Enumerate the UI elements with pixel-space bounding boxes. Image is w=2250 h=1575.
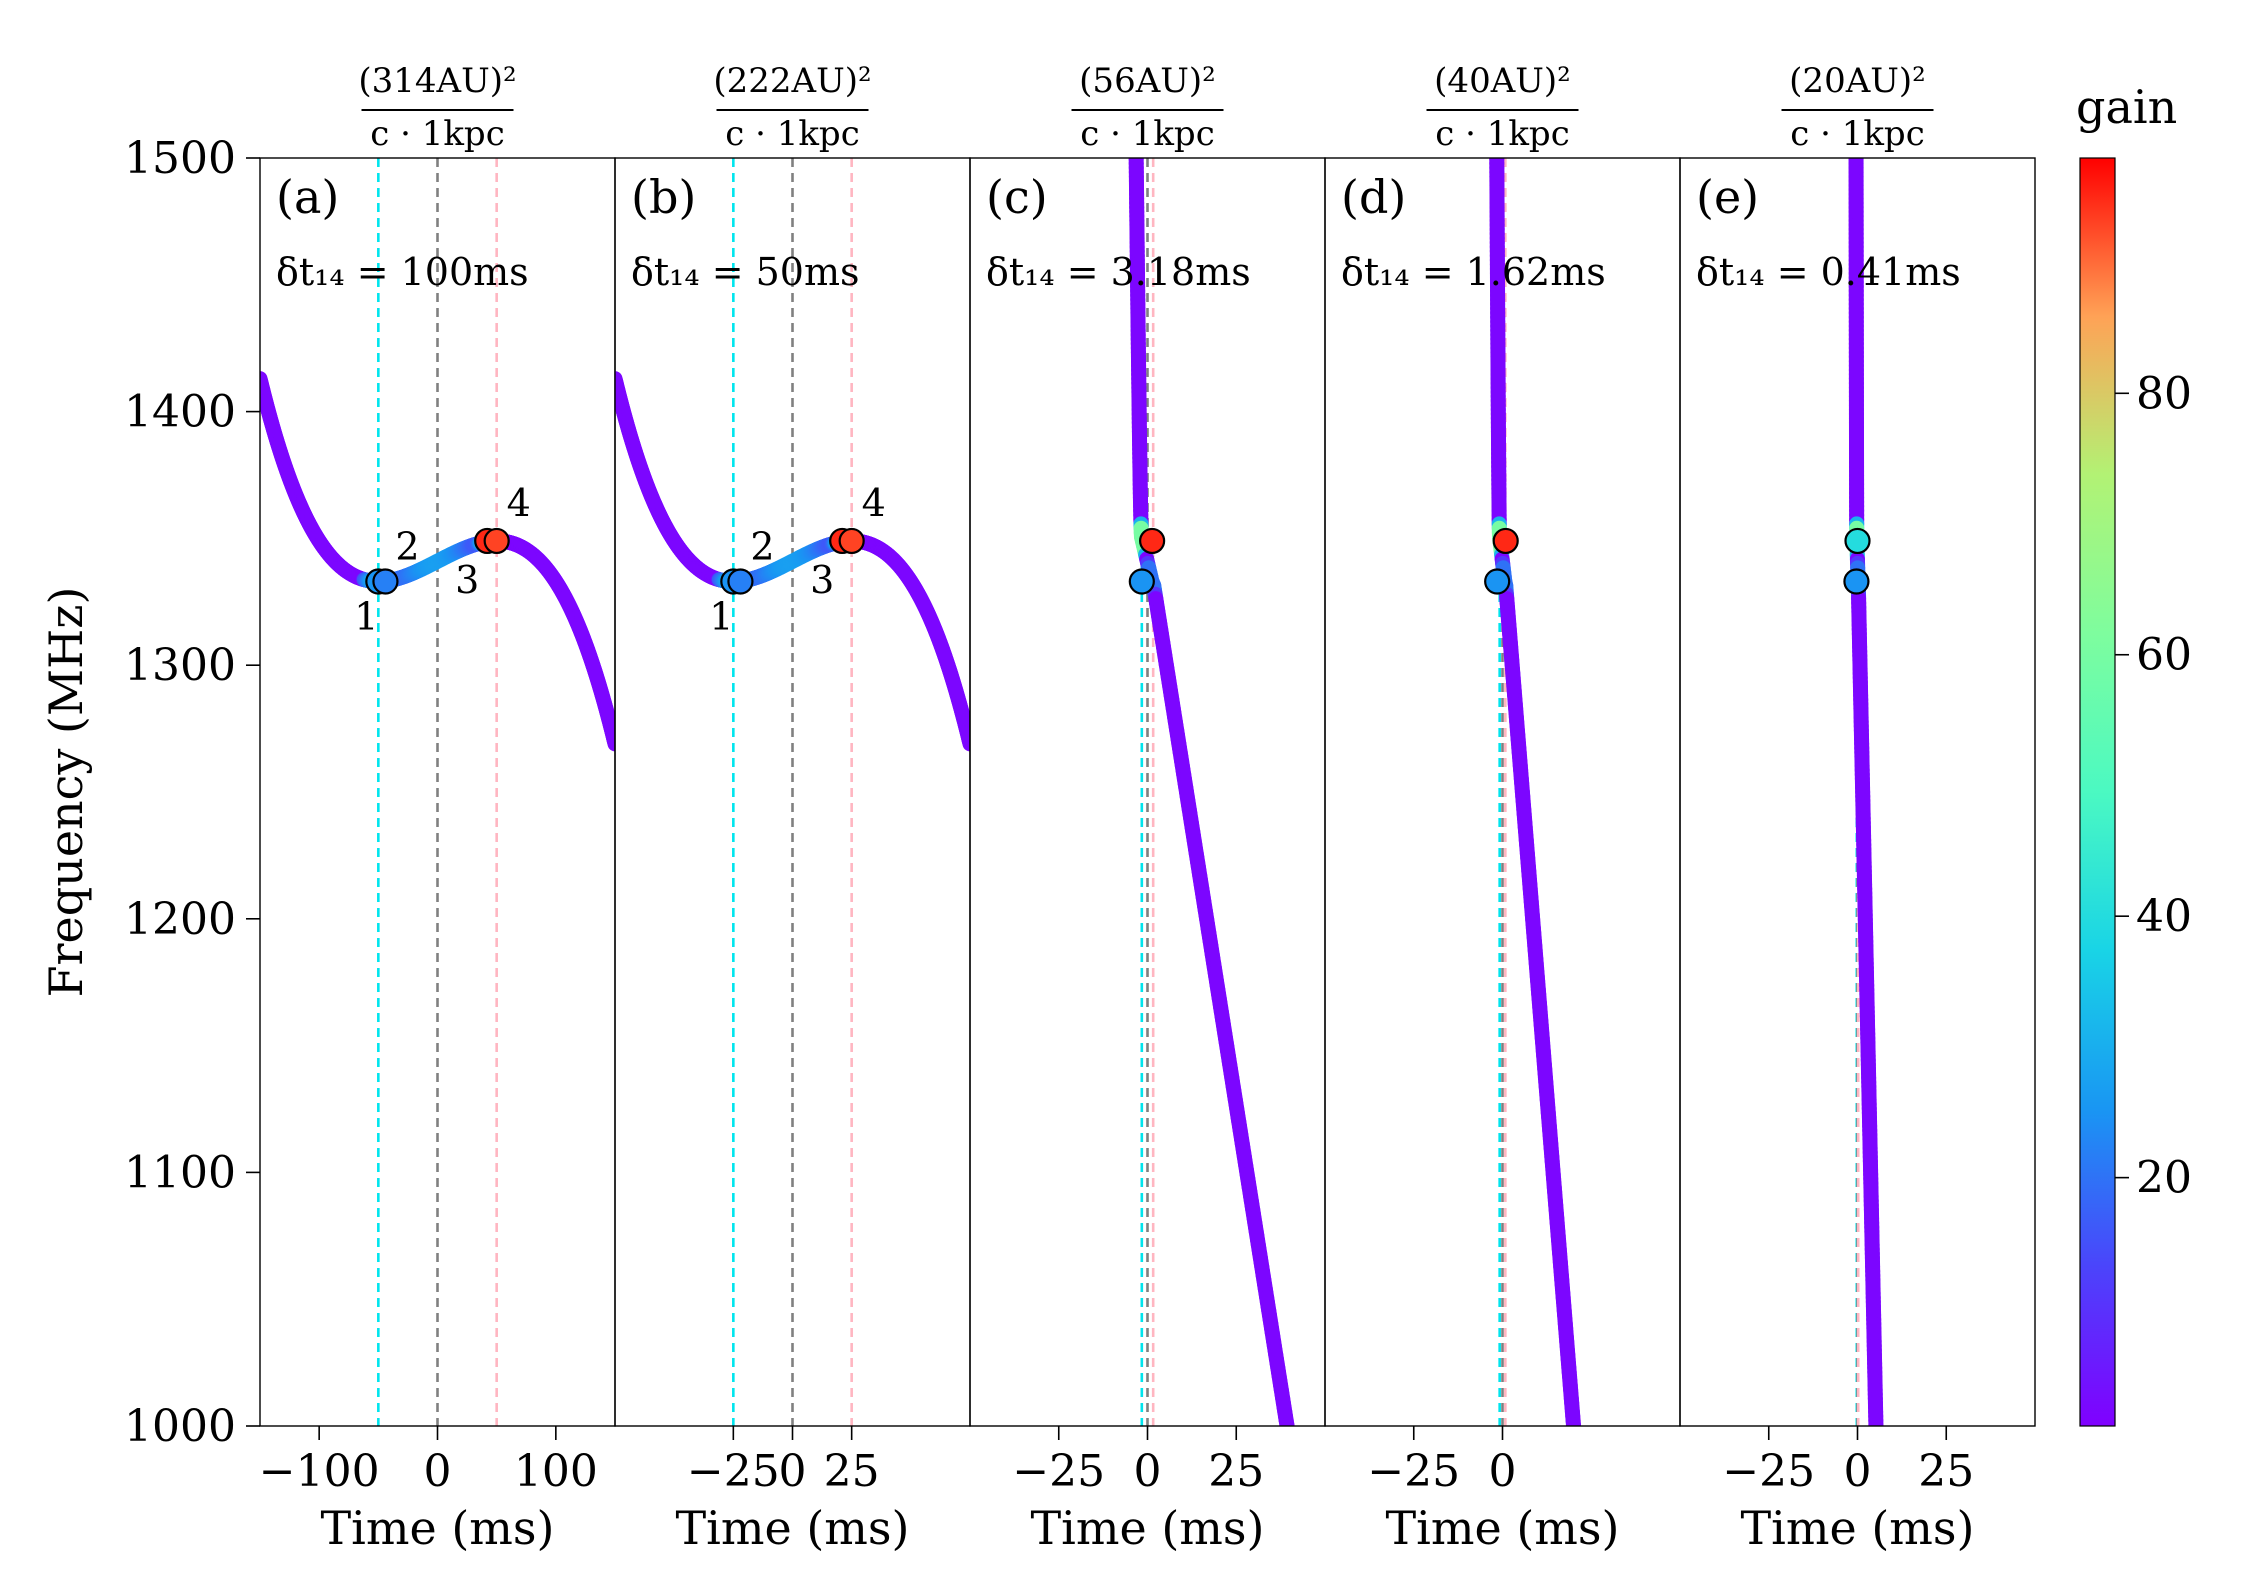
sweep-segment — [1288, 1434, 1289, 1438]
x-tick-label: −100 — [259, 1446, 380, 1497]
y-tick-label: 1300 — [124, 640, 236, 691]
header-denominator: c · 1kpc — [1080, 114, 1215, 154]
panel-plot-area — [260, 158, 615, 1426]
x-axis-label: Time (ms) — [1031, 1501, 1265, 1555]
burst-point-4 — [838, 527, 865, 555]
burst-point-2 — [372, 568, 399, 595]
burst-point-2 — [727, 568, 754, 595]
header-numerator: (56AU)² — [1079, 61, 1216, 101]
panel-e: (e) δt₁₄ = 0.41ms (20AU)² c · 1kpc −25 0 25Tim… — [1679, 61, 2036, 1555]
sweep-segment — [1290, 1447, 1291, 1451]
x-tick-label: −25 — [1722, 1446, 1815, 1497]
x-tick-label: 25 — [1918, 1446, 1974, 1497]
panel-c: (c) δt₁₄ = 3.18ms (56AU)² c · 1kpc −25 0 25Tim… — [969, 61, 1326, 1555]
colorbar-ticks: 20 40 60 80 — [2115, 368, 2192, 1204]
x-tick-label: 0 — [1844, 1446, 1872, 1497]
panel-plot-area — [615, 158, 970, 1426]
header-denominator: c · 1kpc — [1435, 114, 1570, 154]
x-tick-label: 0 — [779, 1446, 807, 1497]
delta-t-label: δt₁₄ = 50ms — [631, 250, 860, 294]
x-tick-label: −25 — [1367, 1446, 1460, 1497]
colorbar-gradient — [2079, 157, 2116, 1427]
x-axis-label: Time (ms) — [676, 1501, 910, 1555]
burst-point-1 — [1128, 568, 1155, 595]
panel-label: (d) — [1341, 170, 1406, 224]
burst-point-2 — [1492, 527, 1519, 555]
header-numerator: (314AU)² — [358, 61, 516, 101]
x-tick-label: −25 — [687, 1446, 780, 1497]
x-tick-label: 0 — [424, 1446, 452, 1497]
point-number-label: 2 — [750, 525, 774, 569]
colorbar: gain 20 40 60 80 — [2076, 80, 2192, 1427]
header-denominator: c · 1kpc — [370, 114, 505, 154]
point-number-label: 1 — [354, 595, 378, 639]
sweep-curve — [1128, 158, 1295, 1451]
x-tick-label: 100 — [514, 1446, 598, 1497]
x-axis-label: Time (ms) — [1741, 1501, 1975, 1555]
y-tick-label: 1400 — [124, 387, 236, 438]
y-axis: Frequency (MHz) 1000 1100 1200 1300 1400 1500 — [39, 133, 260, 1452]
sweep-curve — [1489, 158, 1582, 1426]
y-tick-label: 1100 — [124, 1147, 236, 1198]
y-tick-label: 1000 — [124, 1401, 236, 1452]
sweep-segment — [1289, 1438, 1290, 1442]
delta-t-label: δt₁₄ = 100ms — [276, 250, 529, 294]
point-number-label: 4 — [862, 481, 886, 525]
x-axis-label: Time (ms) — [1386, 1501, 1620, 1555]
delta-t-label: δt₁₄ = 1.62ms — [1341, 250, 1606, 294]
burst-point-1 — [1844, 527, 1871, 555]
y-tick-label: 1500 — [124, 133, 236, 184]
colorbar-tick-label: 60 — [2136, 630, 2192, 681]
header-denominator: c · 1kpc — [725, 114, 860, 154]
panel-plot-area — [1489, 158, 1582, 1426]
x-tick-label: 0 — [1489, 1446, 1517, 1497]
panel-label: (b) — [631, 170, 696, 224]
x-tick-label: 25 — [824, 1446, 880, 1497]
sweep-segment — [1290, 1443, 1291, 1447]
header-denominator: c · 1kpc — [1790, 114, 1925, 154]
point-number-label: 2 — [395, 525, 419, 569]
burst-point-2 — [1843, 568, 1870, 595]
y-tick-label: 1200 — [124, 894, 236, 945]
panel-plot-area — [1848, 158, 1884, 1426]
colorbar-label: gain — [2076, 80, 2177, 134]
colorbar-tick-label: 40 — [2136, 891, 2192, 942]
x-tick-label: 25 — [1208, 1446, 1264, 1497]
x-axis-label: Time (ms) — [321, 1501, 555, 1555]
header-numerator: (20AU)² — [1789, 61, 1926, 101]
sweep-segment — [1280, 1421, 1295, 1426]
panel-d: (d) δt₁₄ = 1.62ms (40AU)² c · 1kpc −25 0Time … — [1324, 61, 1681, 1555]
burst-point-4 — [483, 527, 510, 555]
x-tick-label: −25 — [1012, 1446, 1105, 1497]
burst-point-2 — [1139, 527, 1166, 555]
header-numerator: (40AU)² — [1434, 61, 1571, 101]
delta-t-label: δt₁₄ = 3.18ms — [986, 250, 1251, 294]
burst-point-1 — [1484, 568, 1511, 595]
point-number-label: 3 — [810, 558, 834, 602]
colorbar-tick-label: 80 — [2136, 368, 2192, 419]
point-number-label: 4 — [507, 481, 531, 525]
panel-label: (a) — [276, 170, 339, 224]
colorbar-tick-label: 20 — [2136, 1153, 2192, 1204]
point-number-label: 1 — [709, 595, 733, 639]
x-tick-label: 0 — [1134, 1446, 1162, 1497]
point-number-label: 3 — [455, 558, 479, 602]
delta-t-label: δt₁₄ = 0.41ms — [1696, 250, 1961, 294]
panel-label: (c) — [986, 170, 1048, 224]
header-numerator: (222AU)² — [713, 61, 871, 101]
panel-label: (e) — [1696, 170, 1759, 224]
panel-plot-area — [1128, 158, 1295, 1451]
y-axis-label: Frequency (MHz) — [39, 587, 93, 998]
